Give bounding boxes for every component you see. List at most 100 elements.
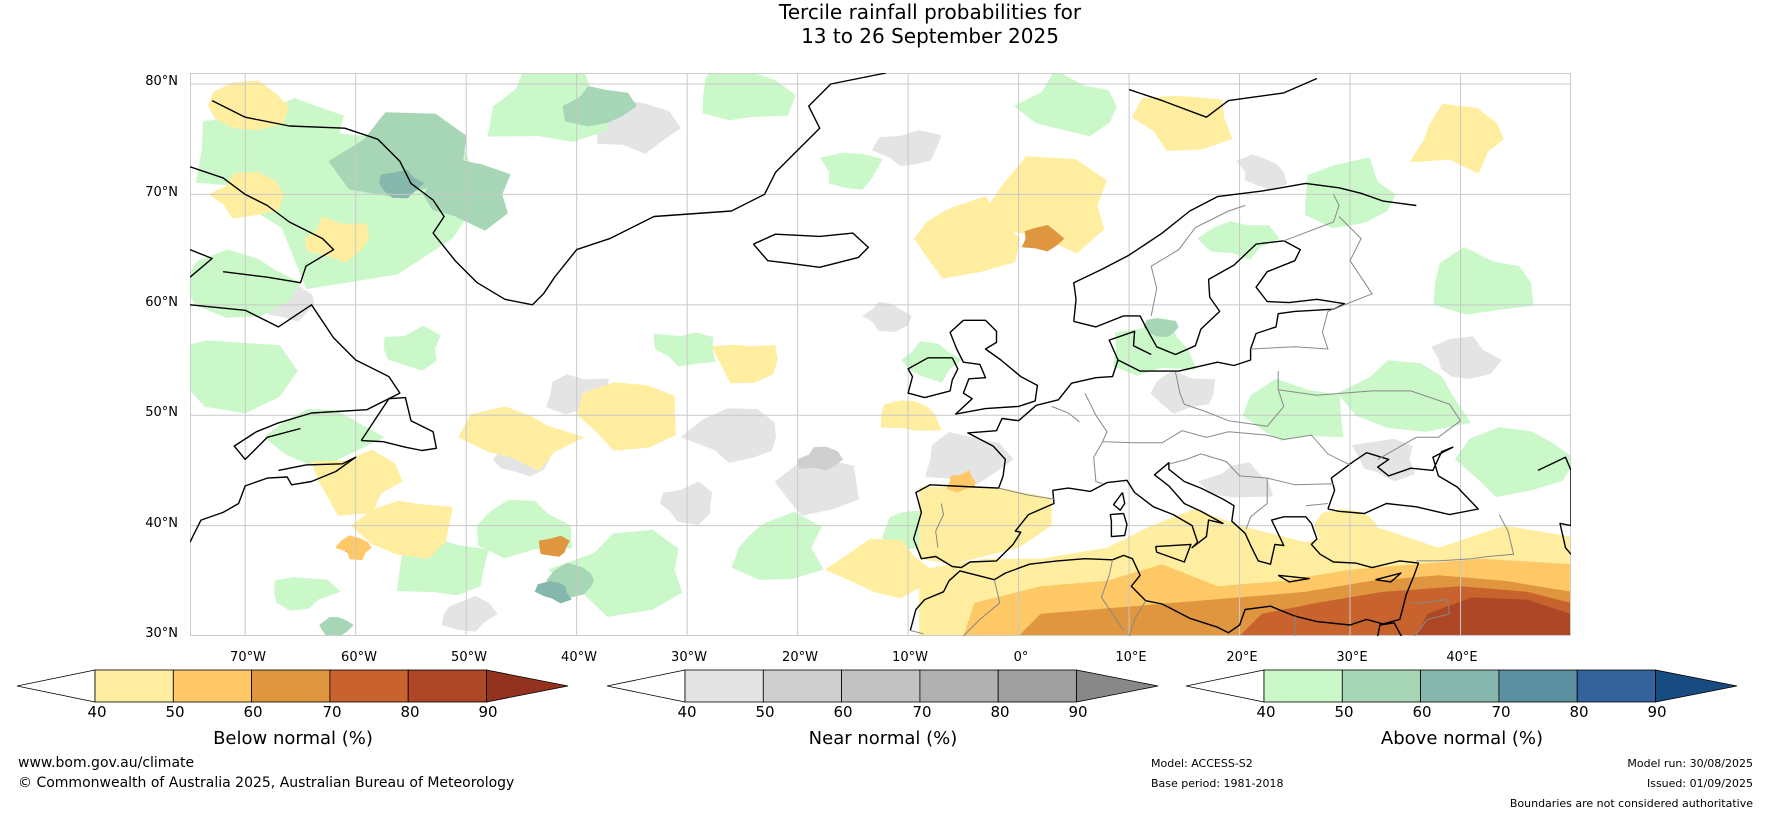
below-normal-area [1021, 225, 1065, 252]
country-border [935, 503, 945, 548]
footer-copyright: © Commonwealth of Australia 2025, Austra… [18, 775, 515, 791]
lat-label-50n: 50°N [145, 405, 178, 420]
country-border [1267, 477, 1334, 486]
coastline [752, 232, 869, 269]
colorbar-above-max-extension [1655, 669, 1738, 703]
below-normal-area [577, 382, 676, 451]
colorbar-near-graphic [607, 669, 1159, 703]
cbar-near-tick-60: 60 [833, 703, 853, 721]
near-normal-area [1150, 370, 1216, 414]
map-canvas [190, 73, 1571, 636]
country-border [1169, 453, 1268, 530]
colorbar-above-swatch [1576, 669, 1656, 703]
cbar-near-tick-80: 80 [990, 703, 1010, 721]
coastline [1112, 492, 1126, 511]
cbar-near-tick-90: 90 [1068, 703, 1088, 721]
country-border [1250, 311, 1329, 350]
coastline [190, 304, 401, 461]
cbar-below-tick-60: 60 [243, 703, 263, 721]
colorbar-above-normal [1186, 669, 1738, 703]
above-normal-area [319, 617, 354, 636]
country-border [1150, 205, 1246, 316]
above-normal-area [901, 341, 962, 383]
above-normal-area [547, 529, 683, 617]
colorbar-below-swatch [407, 669, 487, 703]
footer-website: www.bom.gov.au/climate [18, 755, 195, 771]
cbar-below-tick-80: 80 [400, 703, 420, 721]
coastline [1128, 77, 1318, 118]
country-border [998, 487, 1055, 500]
cbar-above-tick-80: 80 [1569, 703, 1589, 721]
above-normal-area [190, 340, 298, 414]
above-normal-area [1143, 318, 1179, 337]
below-normal-area [1131, 95, 1233, 151]
near-normal-area [862, 301, 912, 332]
above-normal-area [379, 169, 425, 199]
country-border [1100, 559, 1125, 631]
near-normal-area [797, 446, 844, 471]
country-border [1305, 503, 1328, 507]
coastline [1327, 446, 1479, 516]
colorbar-below-min-extension [17, 669, 96, 703]
footer-base-period: Base period: 1981-2018 [1151, 777, 1284, 790]
above-normal-area [1454, 427, 1571, 497]
coastline [1109, 512, 1128, 538]
colorbar-near-normal [607, 669, 1159, 703]
below-normal-area [538, 535, 570, 557]
coastline [949, 319, 1039, 415]
colorbar-above-swatch [1420, 669, 1500, 703]
above-normal-area [820, 152, 883, 190]
near-normal-area [441, 595, 498, 632]
above-normal-area [1242, 378, 1344, 441]
lon-label-60w: 60°W [341, 650, 377, 665]
lat-label-70n: 70°N [145, 185, 178, 200]
country-border [1084, 392, 1351, 466]
near-normal-area [1431, 336, 1502, 379]
coastline [1073, 182, 1417, 322]
map-title: Tercile rainfall probabilities for 13 to… [0, 0, 1770, 48]
coastline [190, 456, 357, 543]
colorbar-below-swatch [94, 669, 174, 703]
cbar-above-tick-90: 90 [1647, 703, 1667, 721]
above-normal-area [702, 73, 796, 121]
lon-label-30e: 30°E [1336, 650, 1368, 665]
below-normal-area [208, 80, 290, 131]
below-normal-area [1416, 597, 1571, 636]
coastline [1073, 240, 1284, 356]
country-border [1093, 441, 1104, 485]
cbar-above-tick-70: 70 [1491, 703, 1511, 721]
below-normal-area [350, 500, 453, 559]
footer-disclaimer: Boundaries are not considered authoritat… [1509, 797, 1753, 810]
lon-label-10w: 10°W [892, 650, 928, 665]
coastline [909, 359, 1420, 634]
colorbar-above-swatch [1341, 669, 1422, 703]
coastline [1377, 622, 1403, 636]
below-normal-area [1409, 103, 1504, 174]
near-normal-area [871, 130, 942, 166]
lon-label-30w: 30°W [671, 650, 707, 665]
below-normal-area [711, 344, 778, 384]
below-normal-area [458, 406, 585, 471]
above-normal-area [487, 73, 608, 142]
above-normal-area [328, 112, 467, 197]
colorbar-below-max-extension [486, 669, 569, 703]
near-normal-area [1351, 438, 1416, 482]
lat-label-40n: 40°N [145, 516, 178, 531]
country-border [910, 630, 924, 635]
below-normal-area [824, 538, 932, 599]
country-border [1416, 514, 1515, 562]
country-border [1128, 600, 1147, 636]
above-normal-area [264, 409, 385, 465]
colorbar-near-label: Near normal (%) [808, 728, 958, 749]
colorbar-above-min-extension [1186, 669, 1265, 703]
above-normal-area [1433, 246, 1534, 315]
cbar-below-tick-50: 50 [165, 703, 185, 721]
cbar-near-tick-70: 70 [912, 703, 932, 721]
colorbar-above-swatch [1498, 669, 1578, 703]
forecast-map [190, 73, 1571, 636]
lon-label-70w: 70°W [230, 650, 266, 665]
title-line-2: 13 to 26 September 2025 [801, 24, 1059, 48]
colorbar-below-swatch [329, 669, 409, 703]
footer-model-run: Model run: 30/08/2025 [1627, 757, 1753, 770]
colorbar-near-max-extension [1076, 669, 1159, 703]
